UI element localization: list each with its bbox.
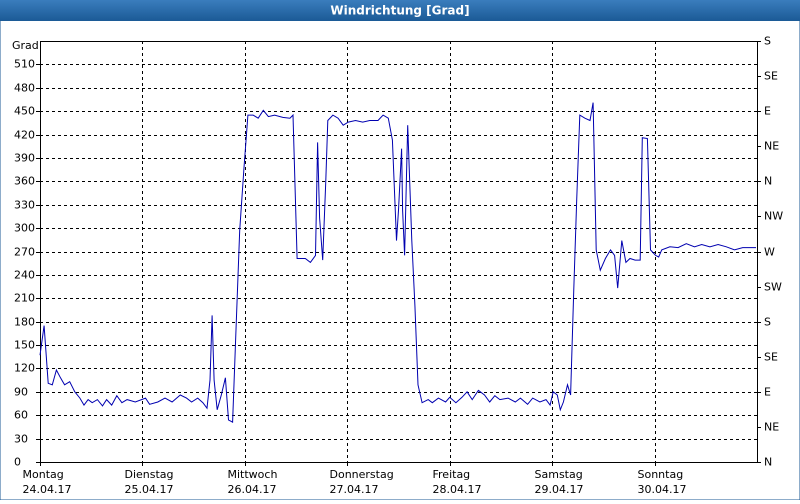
y-tick-label: 60 <box>14 409 28 422</box>
y2-tick-label: NW <box>764 210 783 223</box>
y-tick-label: 180 <box>14 316 35 329</box>
y-tick-label: 270 <box>14 246 35 259</box>
y2-tick-label: NE <box>764 140 779 153</box>
y-tick-label: 450 <box>14 105 35 118</box>
y-tick-label: 330 <box>14 199 35 212</box>
y2-tick-label: SE <box>764 70 778 83</box>
chart-title: Windrichtung [Grad] <box>330 4 469 18</box>
y-tick-label: 120 <box>14 362 35 375</box>
x-tick-date: 25.04.17 <box>125 483 174 496</box>
x-tick-label: Montag <box>23 468 64 481</box>
y2-tick-label: N <box>764 175 772 188</box>
y2-tick-label: SW <box>764 281 782 294</box>
y2-tick-label: E <box>764 386 771 399</box>
y-tick-label: 420 <box>14 129 35 142</box>
x-tick-date: 26.04.17 <box>228 483 277 496</box>
y-tick-label: 480 <box>14 82 35 95</box>
y-tick-label: 210 <box>14 292 35 305</box>
y2-tick-label: SE <box>764 351 778 364</box>
y-tick-label: 510 <box>14 58 35 71</box>
y2-tick-label: E <box>764 105 771 118</box>
y2-tick-label: NE <box>764 421 779 434</box>
x-tick-label: Dienstag <box>125 468 174 481</box>
y-tick-label: 90 <box>14 386 28 399</box>
y-axis-label: Grad <box>12 39 39 52</box>
title-bar <box>0 0 800 21</box>
x-tick-label: Samstag <box>535 468 583 481</box>
x-tick-label: Sonntag <box>638 468 684 481</box>
x-tick-label: Donnerstag <box>330 468 394 481</box>
y-tick-label: 150 <box>14 339 35 352</box>
y-tick-label: 300 <box>14 222 35 235</box>
plot-frame <box>40 41 758 463</box>
x-tick-date: 28.04.17 <box>433 483 482 496</box>
x-tick-label: Freitag <box>433 468 471 481</box>
y-tick-label: 0 <box>14 456 21 469</box>
y-tick-label: 360 <box>14 175 35 188</box>
y2-tick-label: N <box>764 456 772 469</box>
x-tick-date: 24.04.17 <box>23 483 72 496</box>
x-tick-date: 29.04.17 <box>535 483 584 496</box>
x-tick-date: 27.04.17 <box>330 483 379 496</box>
y-tick-label: 390 <box>14 152 35 165</box>
x-tick-label: Mittwoch <box>228 468 278 481</box>
data-line <box>39 102 756 424</box>
y2-tick-label: S <box>764 35 771 48</box>
y2-tick-label: W <box>764 246 775 259</box>
y-tick-label: 30 <box>14 433 28 446</box>
y2-tick-label: S <box>764 316 771 329</box>
y-tick-label: 240 <box>14 269 35 282</box>
x-tick-date: 30.04.17 <box>638 483 687 496</box>
